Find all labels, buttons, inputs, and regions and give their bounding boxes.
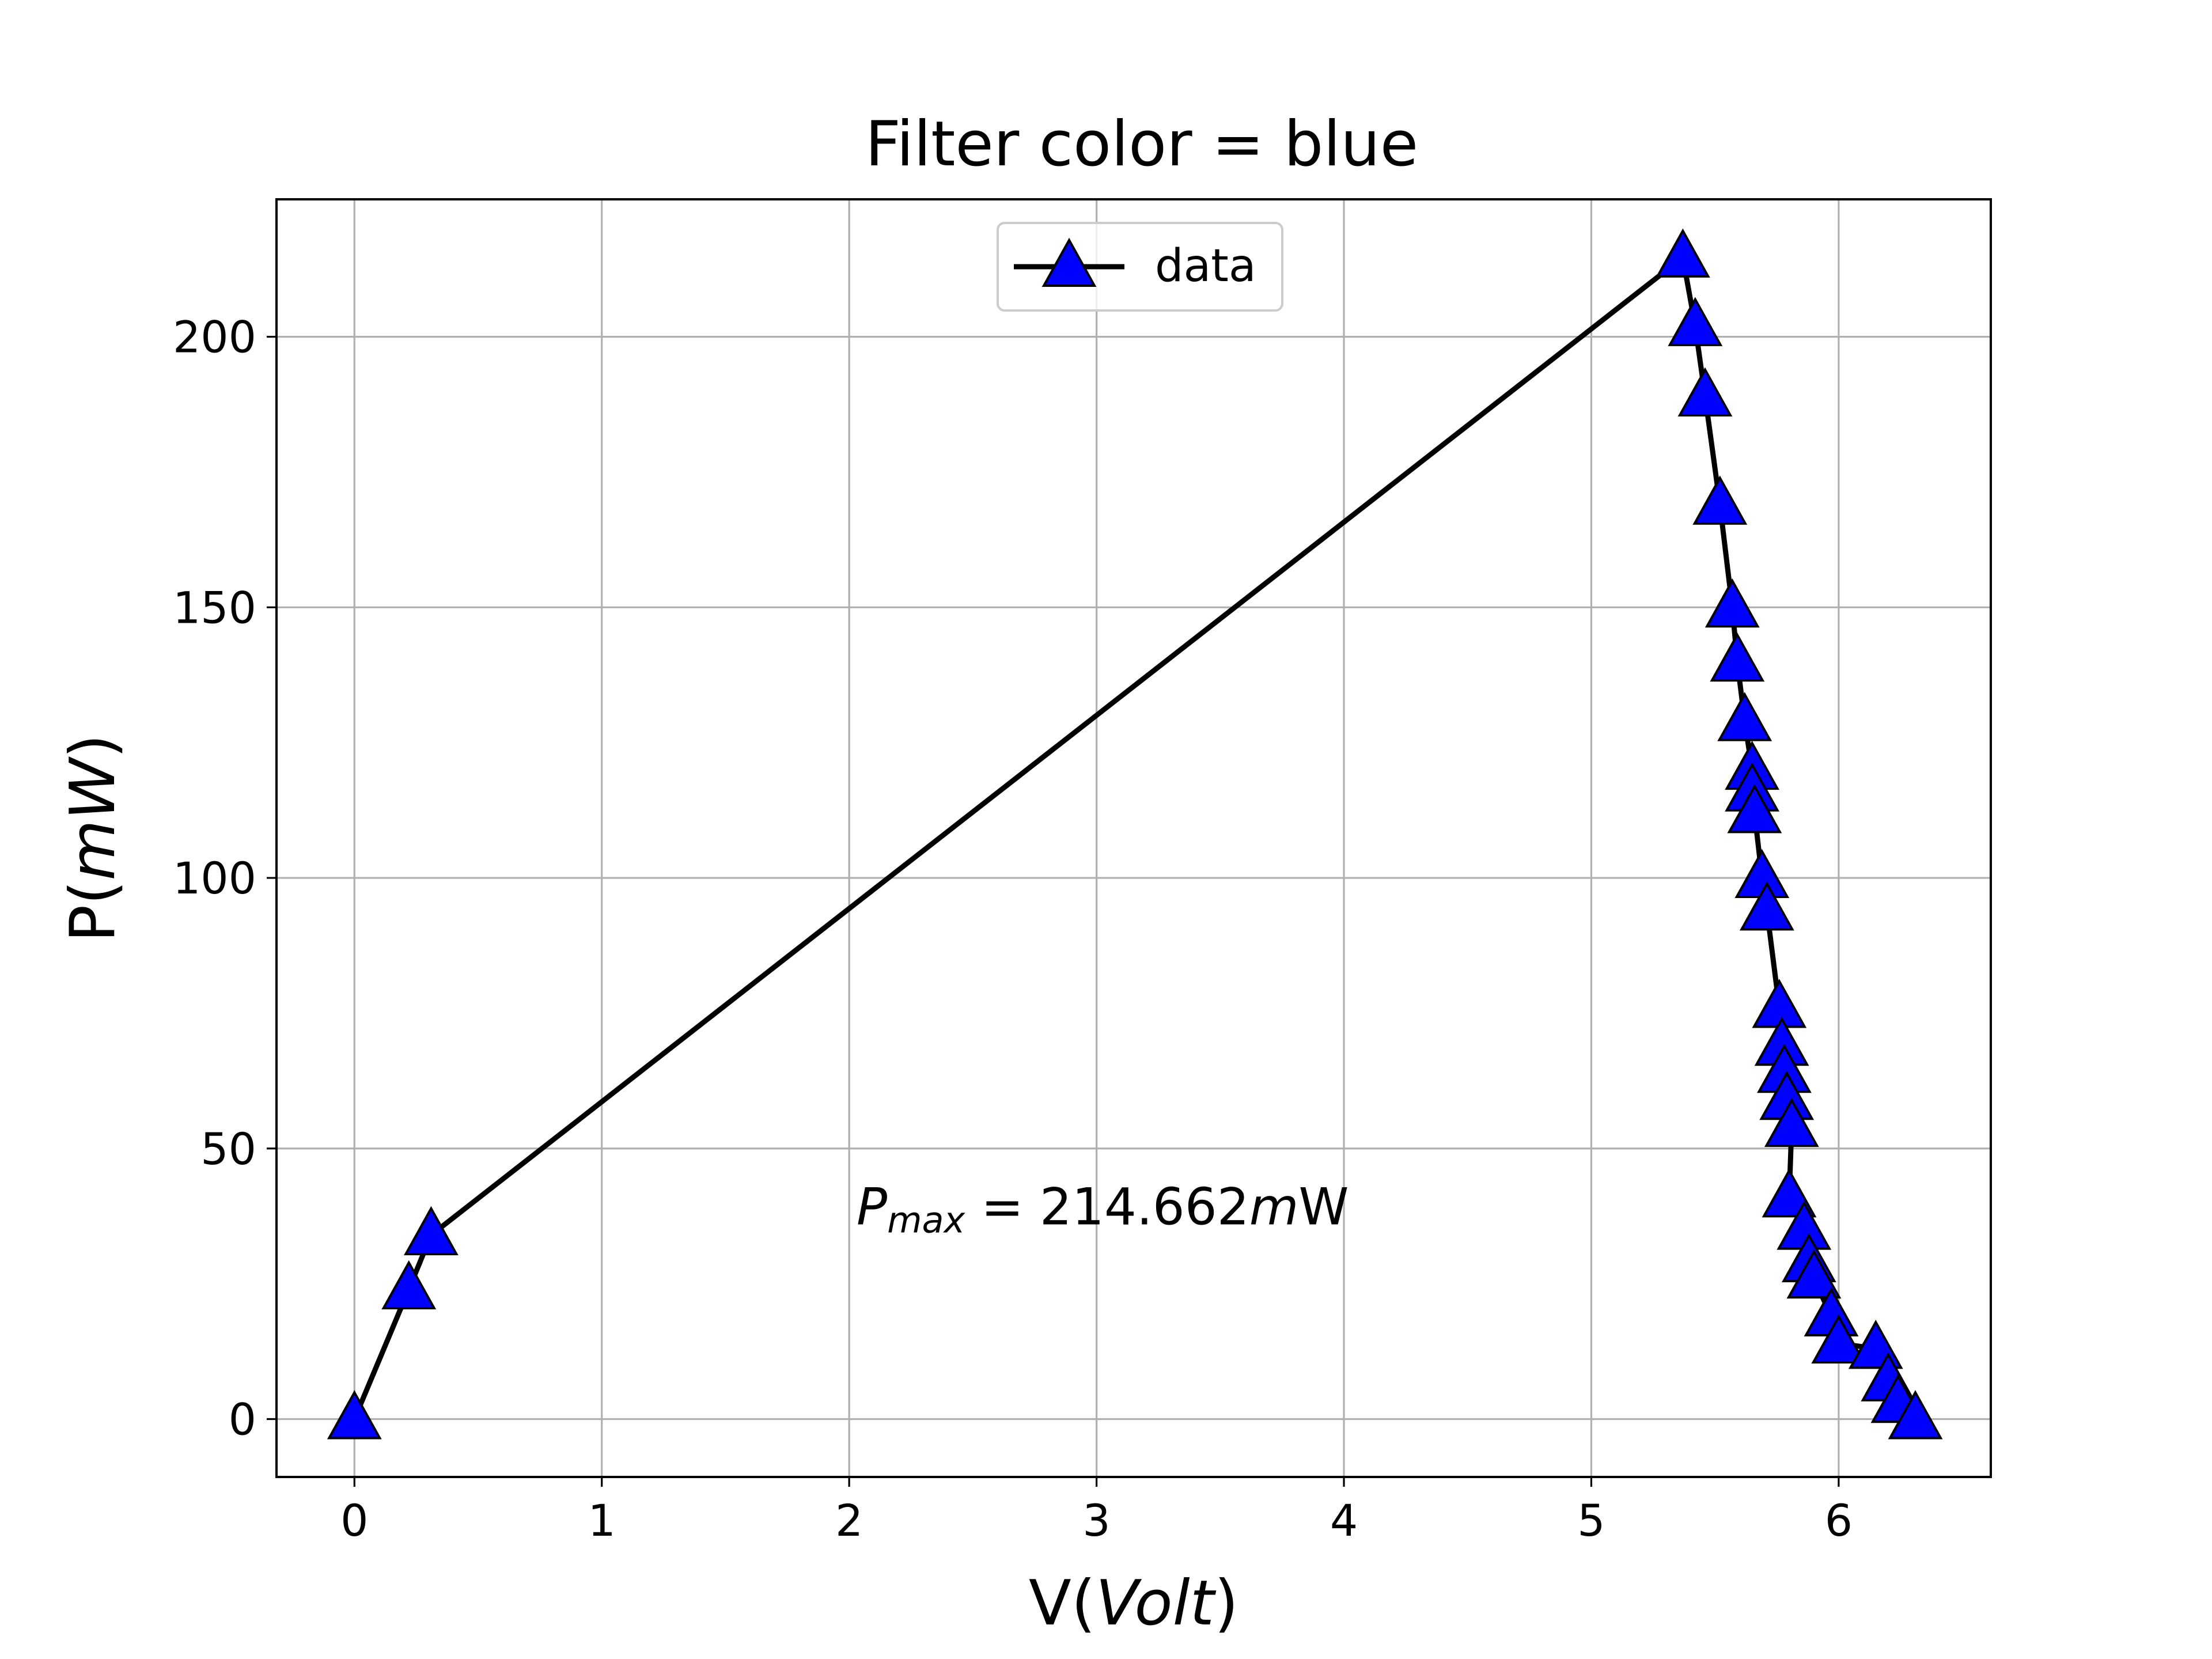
pmax-subscript: max bbox=[887, 1199, 965, 1241]
y-axis-label-prefix: P( bbox=[57, 880, 129, 942]
legend-label: data bbox=[1155, 240, 1256, 292]
legend: data bbox=[997, 222, 1283, 312]
y-tick-label: 0 bbox=[229, 1393, 256, 1445]
x-tick-label: 4 bbox=[1330, 1495, 1358, 1546]
data-point-marker bbox=[1811, 1314, 1866, 1363]
plot-frame bbox=[275, 198, 1992, 1478]
data-point-marker bbox=[1786, 1249, 1842, 1299]
data-point-marker bbox=[1655, 228, 1710, 278]
pmax-value: = 214.662 bbox=[965, 1177, 1249, 1236]
data-point-marker bbox=[1717, 692, 1772, 741]
pmax-unit-prefix: m bbox=[1249, 1177, 1299, 1236]
x-tick-label: 3 bbox=[1082, 1495, 1110, 1546]
series-data bbox=[327, 228, 1943, 1440]
pmax-annotation: Pmax = 214.662mW bbox=[857, 1177, 1349, 1241]
data-point-marker bbox=[1677, 367, 1733, 416]
x-axis-label-prefix: V( bbox=[1029, 1567, 1096, 1639]
x-tick-label: 0 bbox=[340, 1495, 368, 1546]
x-axis-label-suffix: ) bbox=[1214, 1567, 1238, 1639]
x-axis: 0 1 2 3 4 5 6 bbox=[340, 1477, 1853, 1546]
x-tick-label: 1 bbox=[588, 1495, 616, 1546]
data-point-marker bbox=[1710, 632, 1765, 682]
data-point-marker bbox=[1668, 297, 1723, 346]
x-tick-label: 5 bbox=[1577, 1495, 1605, 1546]
chart-title: Filter color = blue bbox=[865, 108, 1418, 180]
data-point-marker bbox=[1692, 475, 1748, 525]
data-point-marker bbox=[327, 1390, 382, 1440]
x-tick-label: 2 bbox=[835, 1495, 863, 1546]
grid-lines bbox=[276, 199, 1991, 1477]
y-tick-label: 200 bbox=[173, 312, 256, 363]
data-point-marker bbox=[381, 1260, 437, 1310]
y-axis-label-unit: mW bbox=[57, 756, 129, 880]
y-axis: 0 50 100 150 200 bbox=[173, 312, 276, 1445]
legend-marker-triangle bbox=[1041, 237, 1097, 287]
plot-background bbox=[276, 199, 1991, 1477]
x-tick-label: 6 bbox=[1825, 1495, 1853, 1546]
x-axis-label-unit: Volt bbox=[1096, 1567, 1217, 1639]
plot-area: Pmax = 214.662mW bbox=[275, 198, 1992, 1478]
data-point-marker bbox=[403, 1206, 459, 1256]
y-tick-label: 150 bbox=[173, 582, 256, 633]
pmax-unit: W bbox=[1299, 1177, 1349, 1236]
data-point-marker bbox=[1705, 578, 1760, 628]
y-tick-label: 100 bbox=[173, 853, 256, 904]
y-axis-label: P(mW) bbox=[57, 734, 129, 942]
y-axis-label-suffix: ) bbox=[57, 734, 129, 758]
data-point-marker bbox=[1739, 881, 1794, 931]
x-axis-label: V(Volt) bbox=[1029, 1567, 1238, 1639]
data-point-marker bbox=[1888, 1390, 1943, 1440]
data-point-marker bbox=[1764, 1097, 1819, 1147]
y-tick-label: 50 bbox=[200, 1123, 256, 1175]
data-point-marker bbox=[1727, 783, 1782, 834]
pmax-symbol: P bbox=[857, 1177, 887, 1236]
